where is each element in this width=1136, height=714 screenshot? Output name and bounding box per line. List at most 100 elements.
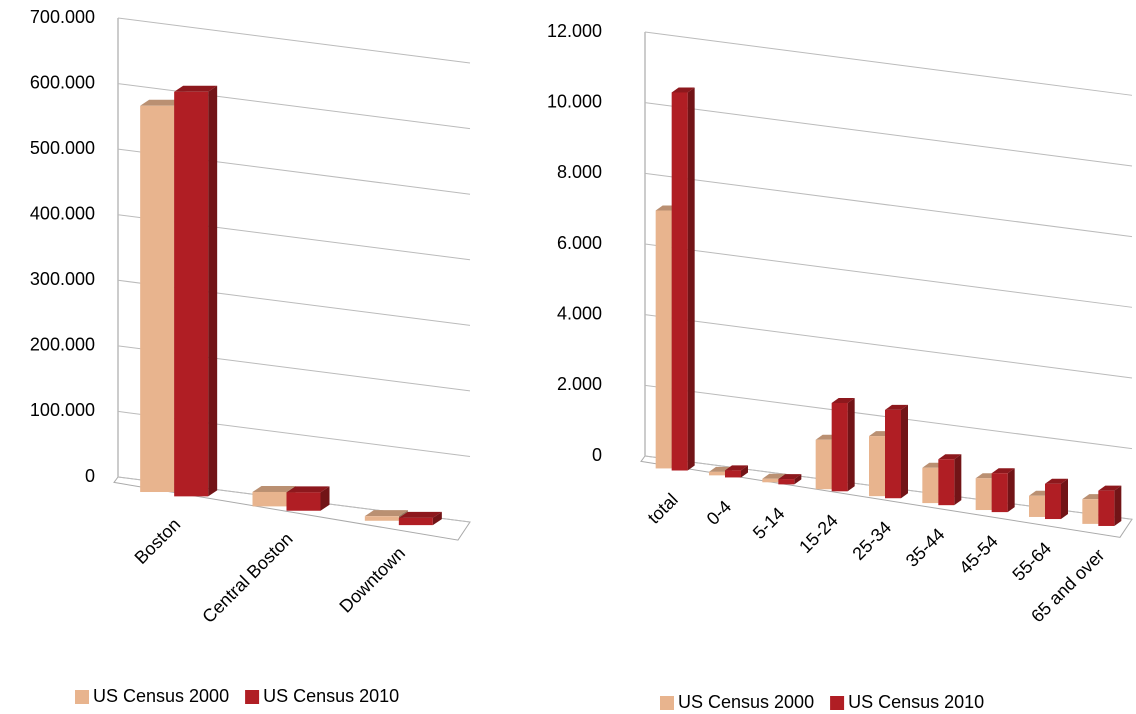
bar-top bbox=[991, 468, 1015, 474]
y-tick-label: 100.000 bbox=[30, 400, 95, 420]
legend-swatch bbox=[75, 690, 89, 704]
bar-front bbox=[991, 473, 1008, 513]
bar-top bbox=[938, 454, 962, 460]
grid-line bbox=[644, 243, 1133, 308]
bar-top bbox=[1045, 478, 1068, 484]
y-tick-label: 600.000 bbox=[30, 72, 95, 92]
grid-line bbox=[644, 31, 1133, 96]
y-tick-label: 2.000 bbox=[557, 374, 602, 394]
bar-top bbox=[885, 404, 908, 410]
chart: 0 100.000 200.000 300.000 400.000 500.000 600.… bbox=[30, 7, 471, 706]
bar-top bbox=[1098, 485, 1122, 491]
grid-line bbox=[644, 172, 1133, 238]
bar bbox=[398, 511, 442, 526]
bar bbox=[991, 468, 1015, 513]
bar-top bbox=[831, 397, 855, 403]
bar bbox=[286, 486, 330, 511]
bar-front bbox=[762, 478, 779, 483]
legend-label: US Census 2010 bbox=[263, 686, 399, 706]
bar-front bbox=[1029, 495, 1045, 517]
bar-top bbox=[252, 485, 296, 492]
chart: 0 2.000 4.000 6.000 8.000 10.000 12.000 total 0-… bbox=[547, 21, 1133, 712]
y-tick-label: 500.000 bbox=[30, 138, 95, 158]
x-tick-label: 55-64 bbox=[1008, 538, 1055, 585]
bar-front bbox=[975, 478, 992, 511]
bar bbox=[831, 397, 855, 492]
bar-side bbox=[954, 454, 962, 506]
bar-top bbox=[364, 510, 408, 517]
grid-line bbox=[117, 17, 471, 64]
bar-side bbox=[741, 465, 748, 478]
bar-top bbox=[140, 99, 184, 106]
x-tick-label: Central Boston bbox=[198, 529, 296, 627]
legend-swatch bbox=[660, 696, 674, 710]
bar-front bbox=[778, 479, 795, 485]
y-tick-label: 0 bbox=[85, 466, 95, 486]
bar bbox=[174, 85, 218, 497]
x-tick-label: 35-44 bbox=[902, 524, 949, 571]
bar-side bbox=[432, 511, 442, 526]
bar-side bbox=[320, 486, 330, 511]
bar-front bbox=[1098, 490, 1115, 526]
bar-front bbox=[725, 470, 741, 478]
legend-label: US Census 2010 bbox=[848, 692, 984, 712]
bar-front bbox=[398, 517, 433, 526]
bar-side bbox=[687, 87, 695, 471]
bar-side bbox=[208, 85, 218, 497]
bar-top bbox=[174, 85, 218, 92]
bar-front bbox=[831, 402, 848, 492]
x-tick-label: Boston bbox=[131, 514, 185, 568]
x-tick-label: total bbox=[644, 490, 682, 528]
bar-side bbox=[1007, 468, 1015, 513]
grid-line bbox=[644, 314, 1133, 379]
bar-side bbox=[1114, 485, 1122, 526]
legend-swatch bbox=[245, 690, 260, 704]
bar-top bbox=[398, 511, 442, 518]
bar bbox=[725, 465, 748, 478]
bar-top bbox=[762, 473, 786, 479]
bar-side bbox=[794, 474, 802, 485]
y-tick-label: 400.000 bbox=[30, 203, 95, 223]
y-tick-label: 0 bbox=[592, 445, 602, 465]
bar-front bbox=[286, 492, 321, 511]
bar-side bbox=[847, 397, 855, 492]
bar-front bbox=[140, 105, 175, 493]
bar-front bbox=[938, 459, 955, 506]
y-tick-label: 300.000 bbox=[30, 269, 95, 289]
x-tick-label: 5-14 bbox=[749, 503, 789, 543]
bar-front bbox=[655, 210, 672, 469]
bar-top bbox=[778, 474, 802, 480]
legend-label: US Census 2000 bbox=[93, 686, 229, 706]
bar-front bbox=[364, 516, 399, 521]
y-tick-label: 700.000 bbox=[30, 7, 95, 27]
y-tick-label: 6.000 bbox=[557, 233, 602, 253]
grid-line bbox=[644, 102, 1133, 167]
bar-front bbox=[709, 471, 725, 476]
bar-front bbox=[869, 436, 885, 497]
bar-top bbox=[725, 465, 748, 471]
x-tick-label: 45-54 bbox=[955, 531, 1002, 578]
bar-side bbox=[901, 404, 908, 499]
y-tick-label: 8.000 bbox=[557, 162, 602, 182]
bar-side bbox=[1061, 478, 1068, 520]
y-tick-label: 4.000 bbox=[557, 303, 602, 323]
x-tick-label: Downtown bbox=[335, 543, 409, 617]
x-tick-label: 0-4 bbox=[703, 496, 736, 529]
legend-swatch bbox=[830, 696, 845, 710]
y-tick-label: 200.000 bbox=[30, 335, 95, 355]
bar-front bbox=[1082, 499, 1099, 524]
y-tick-label: 12.000 bbox=[547, 21, 602, 41]
bar-front bbox=[885, 409, 901, 499]
legend-label: US Census 2000 bbox=[678, 692, 814, 712]
bar-top bbox=[286, 486, 330, 493]
bar-front bbox=[1045, 483, 1061, 520]
bar bbox=[885, 404, 908, 499]
bar-front bbox=[922, 467, 939, 504]
bar bbox=[671, 87, 695, 471]
bar-front bbox=[671, 92, 688, 471]
bar-top bbox=[671, 87, 695, 93]
bar-front bbox=[252, 491, 287, 507]
bar bbox=[1098, 485, 1122, 526]
x-tick-label: 25-34 bbox=[848, 517, 895, 564]
